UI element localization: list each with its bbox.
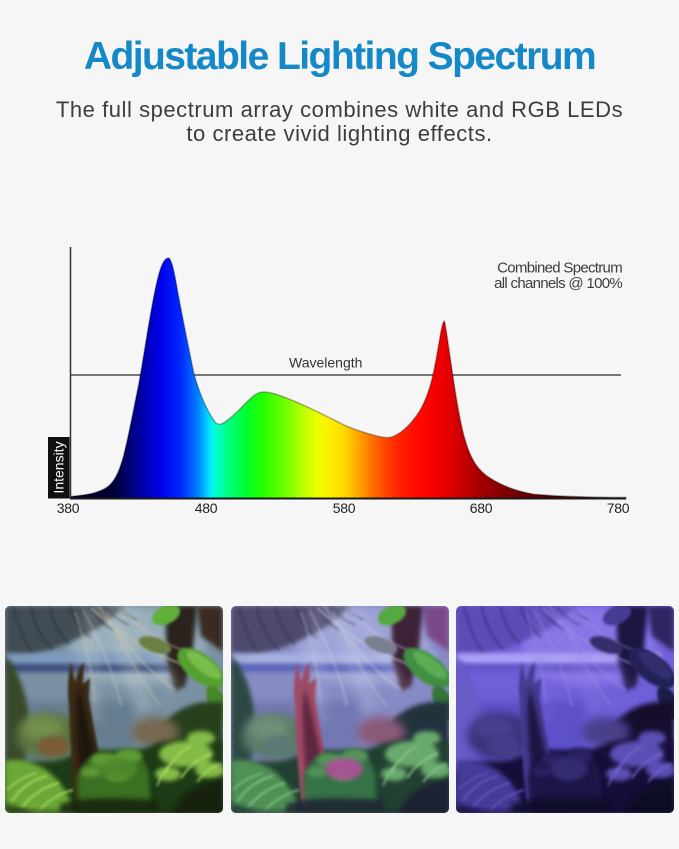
svg-text:Combined Spectrum: Combined Spectrum [497,259,622,276]
svg-text:Intensity: Intensity [51,441,67,493]
svg-text:380: 380 [57,500,80,516]
svg-text:780: 780 [607,500,630,516]
svg-text:Wavelength: Wavelength [289,355,362,371]
svg-text:480: 480 [195,500,218,516]
svg-text:all channels @ 100%: all channels @ 100% [494,275,622,292]
svg-text:680: 680 [470,500,493,516]
svg-text:580: 580 [333,500,356,516]
